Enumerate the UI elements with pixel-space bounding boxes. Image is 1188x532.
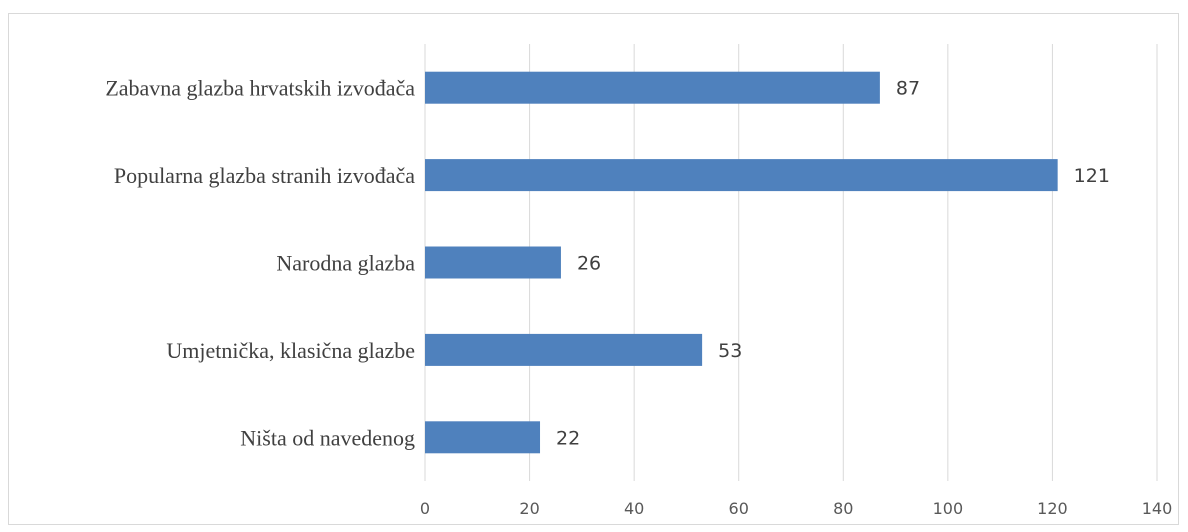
category-label: Umjetnička, klasična glazbe xyxy=(166,338,415,363)
gridlines xyxy=(424,44,1158,481)
data-label: 53 xyxy=(718,340,742,362)
category-label: Zabavna glazba hrvatskih izvođača xyxy=(105,76,415,101)
data-label: 26 xyxy=(577,253,601,275)
data-label: 87 xyxy=(896,78,920,100)
bars xyxy=(425,71,1058,454)
category-label: Popularna glazba stranih izvođača xyxy=(114,163,415,188)
bar xyxy=(425,421,541,454)
x-tick-label: 80 xyxy=(833,499,853,518)
bar xyxy=(425,159,1058,192)
data-label: 121 xyxy=(1074,165,1110,187)
bar xyxy=(425,71,880,104)
category-label: Narodna glazba xyxy=(276,251,415,276)
x-tick-label: 140 xyxy=(1142,499,1173,518)
x-tick-label: 100 xyxy=(933,499,964,518)
x-tick-label: 40 xyxy=(624,499,644,518)
bar xyxy=(425,333,703,366)
x-tick-label: 0 xyxy=(420,499,430,518)
bar xyxy=(425,246,561,279)
category-label: Ništa od navedenog xyxy=(240,425,415,450)
x-tick-label: 20 xyxy=(519,499,539,518)
labels: 0 20 40 60 80 100 120 140 Zabavna glazba hrvatsk… xyxy=(105,76,1172,518)
data-label: 22 xyxy=(556,427,580,449)
x-tick-label: 60 xyxy=(729,499,749,518)
x-tick-label: 120 xyxy=(1037,499,1068,518)
